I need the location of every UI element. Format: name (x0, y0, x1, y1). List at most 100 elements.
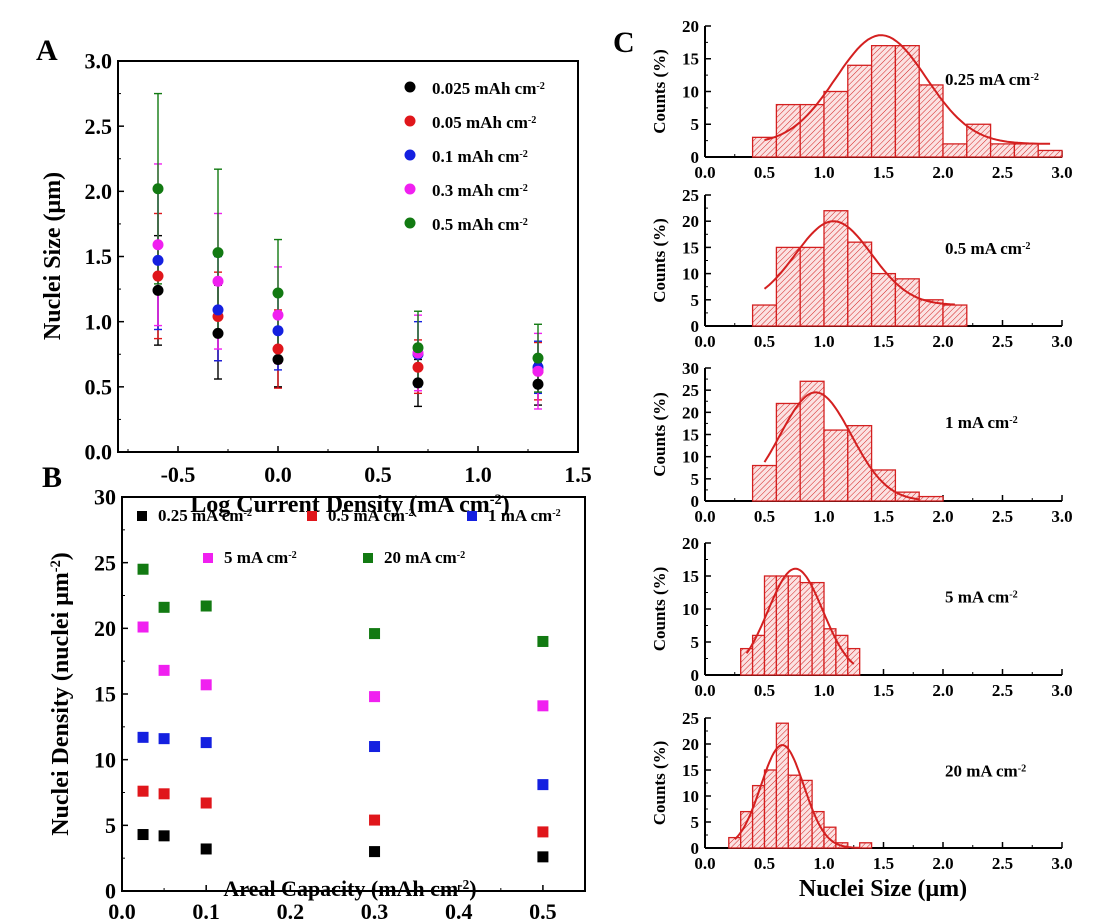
y-tick-label: 1.0 (85, 309, 113, 334)
x-tick-label: 2.0 (932, 507, 953, 526)
x-tick-label: 0.5 (754, 854, 775, 873)
y-tick-label: 0 (691, 148, 700, 167)
histogram-bar (763, 575, 778, 676)
x-tick-label: 0.5 (529, 899, 557, 922)
x-tick-label: 0.0 (108, 899, 136, 922)
y-tick-label: 2.0 (85, 179, 113, 204)
x-tick-label: 0.5 (754, 681, 775, 700)
y-tick-label: 5 (691, 813, 700, 832)
x-tick-label: 3.0 (1051, 681, 1072, 700)
histogram-bar (799, 581, 813, 676)
y-tick-label: 5 (691, 115, 700, 134)
data-point (137, 785, 149, 797)
legend-marker (404, 149, 416, 161)
histogram-bar (870, 45, 897, 158)
legend-label: 0.25 mA cm-2 (158, 506, 252, 525)
panel-b-nuclei-density-chart: 0.0 0.1 0.2 0.3 0.4 0.5 0 5 10 15 20 25 30 Areal Capa… (48, 485, 586, 922)
histogram-bar (823, 429, 849, 502)
x-tick-label: -0.5 (161, 462, 196, 487)
y-tick-label: 0.5 (85, 375, 113, 400)
y-tick-label: 10 (94, 747, 116, 772)
y-tick-label: 20 (682, 735, 699, 754)
y-tick-label: 20 (682, 534, 699, 553)
y-tick-label: 10 (682, 82, 699, 101)
data-point (369, 741, 381, 753)
gaussian-fit-line (745, 567, 855, 665)
y-tick-label: 10 (682, 787, 699, 806)
y-tick-label: 15 (682, 567, 699, 586)
legend-label: 0.5 mAh cm-2 (432, 215, 528, 234)
x-tick-label: 0.1 (192, 899, 220, 922)
histogram-bar (847, 64, 873, 158)
histogram-label: 0.5 mA cm-2 (945, 239, 1030, 258)
histogram-bar (799, 103, 825, 158)
series-4 (154, 92, 542, 393)
data-point (532, 352, 544, 364)
histogram-bar (966, 123, 992, 158)
x-tick-label: 1.0 (813, 163, 834, 182)
data-point (532, 378, 544, 390)
y-tick-label: 0 (691, 492, 700, 511)
data-point (212, 247, 224, 259)
legend-marker (404, 217, 416, 229)
y-axis-title: Counts (%) (650, 218, 669, 303)
gaussian-fit-line (764, 34, 1051, 145)
histogram-bar (870, 272, 897, 327)
data-point (412, 377, 424, 389)
x-tick-label: 2.0 (932, 332, 953, 351)
panel-label-c: C (613, 26, 635, 59)
x-tick-label: 0.0 (694, 854, 715, 873)
legend-marker (203, 553, 213, 563)
data-point (412, 361, 424, 373)
histogram-bar (811, 581, 825, 676)
panel-label-a: A (36, 34, 58, 67)
x-tick-label: 3.0 (1051, 507, 1072, 526)
y-tick-label: 20 (682, 17, 699, 36)
histogram-2: 0.0 0.5 1.0 1.5 2.0 2.5 3.0 0 5 10 15 20 25 30 1 mA cm… (650, 359, 1073, 526)
y-axis-title: Counts (%) (650, 49, 669, 134)
histogram-label: 0.25 mA cm-2 (945, 70, 1039, 89)
histogram-bar (942, 304, 968, 327)
x-tick-label: 2.0 (932, 854, 953, 873)
x-tick-label: 0.0 (694, 163, 715, 182)
data-point (272, 343, 284, 355)
data-point (152, 239, 164, 251)
series-3 (154, 163, 542, 410)
panel-label-b: B (42, 461, 62, 494)
data-point (200, 679, 212, 691)
x-tick-label: 2.5 (992, 681, 1013, 700)
data-point (537, 851, 549, 863)
data-point (137, 731, 149, 743)
histogram-bar (787, 774, 801, 849)
histogram-0: 0.0 0.5 1.0 1.5 2.0 2.5 3.0 0 5 10 15 20 0.25 mA cm-… (650, 17, 1073, 182)
x-tick-label: 2.5 (992, 854, 1013, 873)
histogram-bar (823, 210, 849, 327)
y-tick-label: 10 (682, 265, 699, 284)
y-tick-label: 15 (682, 50, 699, 69)
y-tick-label: 0 (691, 839, 700, 858)
y-tick-label: 30 (682, 359, 699, 378)
data-point (369, 628, 381, 640)
panel-c-size-histograms: 0.0 0.5 1.0 1.5 2.0 2.5 3.0 0 5 10 15 20 0.25 mA cm-… (650, 17, 1073, 902)
data-point (158, 601, 170, 613)
data-point (158, 830, 170, 842)
histogram-bar (1037, 149, 1063, 158)
x-tick-label: 1.5 (873, 854, 894, 873)
legend-marker (404, 81, 416, 93)
data-point (152, 183, 164, 195)
x-tick-label: 2.5 (992, 332, 1013, 351)
x-tick-label: 1.5 (564, 462, 592, 487)
y-tick-label: 5 (691, 470, 700, 489)
y-tick-label: 2.5 (85, 114, 113, 139)
histogram-bar (775, 722, 789, 849)
x-tick-label: 1.5 (873, 681, 894, 700)
y-tick-label: 25 (94, 550, 116, 575)
data-point (412, 342, 424, 354)
y-tick-label: 5 (691, 291, 700, 310)
histogram-bar (787, 575, 801, 676)
histogram-bar (751, 136, 778, 158)
data-point (158, 664, 170, 676)
histogram-bar (823, 826, 837, 849)
histogram-bar (751, 304, 778, 327)
